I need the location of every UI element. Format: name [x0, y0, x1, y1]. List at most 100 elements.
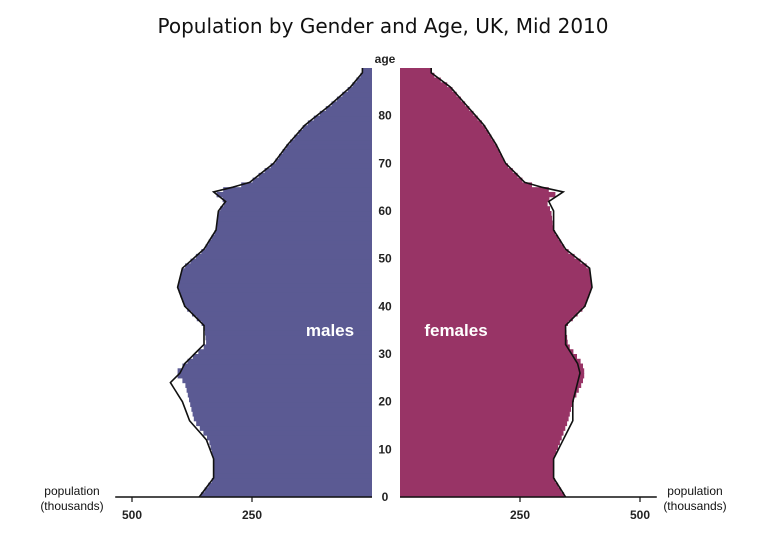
- bar-males-age-0: [201, 492, 372, 498]
- bar-females-age-24: [400, 377, 583, 384]
- bar-males-age-42: [180, 292, 372, 298]
- bar-males-age-20: [189, 396, 372, 403]
- bar-males-age-30: [198, 349, 372, 355]
- bar-females-age-4: [400, 473, 554, 479]
- bar-males-age-1: [204, 487, 372, 493]
- bar-females-age-1: [400, 487, 562, 493]
- bar-females-age-26: [400, 368, 585, 374]
- bar-females-age-51: [400, 249, 569, 255]
- bar-males-age-3: [211, 477, 372, 484]
- bar-males-age-85: [347, 87, 372, 93]
- bar-males-age-88: [360, 72, 372, 79]
- bar-females-age-39: [400, 306, 583, 312]
- age-axis-label: age: [375, 52, 396, 66]
- bar-females-age-28: [400, 358, 581, 365]
- age-tick-30: 30: [378, 347, 392, 361]
- bar-males-age-18: [191, 406, 372, 412]
- bar-females-age-48: [400, 263, 587, 269]
- bar-males-age-10: [210, 444, 372, 450]
- bar-females-age-56: [400, 225, 554, 231]
- x-tick-label-right-250: 250: [510, 508, 530, 522]
- bar-males-age-24: [182, 377, 372, 384]
- bar-males-age-44: [178, 282, 372, 288]
- bar-males-age-52: [205, 244, 372, 250]
- bar-females-age-20: [400, 396, 574, 403]
- bar-females-age-14: [400, 425, 566, 431]
- bar-females-age-41: [400, 296, 588, 303]
- bar-females-age-75: [400, 134, 492, 141]
- bar-males-age-56: [216, 225, 372, 231]
- bar-males-age-48: [185, 263, 372, 269]
- bar-females-age-76: [400, 129, 489, 136]
- bar-males-age-67: [258, 172, 372, 179]
- bar-females-age-40: [400, 301, 586, 307]
- bar-males-age-74: [290, 139, 372, 145]
- bar-females-age-6: [400, 463, 554, 469]
- age-tick-80: 80: [378, 109, 392, 123]
- bar-males-age-63: [216, 191, 372, 198]
- bar-females-age-74: [400, 139, 495, 145]
- x-tick-label-right-500: 500: [630, 508, 650, 522]
- bar-females-age-59: [400, 211, 552, 217]
- bar-males-age-46: [180, 272, 372, 279]
- bar-females-age-60: [400, 206, 550, 212]
- bar-males-age-76: [298, 129, 372, 136]
- bar-females-age-47: [400, 268, 590, 274]
- x-tick-label-left-250: 250: [242, 508, 262, 522]
- bar-females-age-63: [400, 191, 556, 198]
- bar-males-age-70: [275, 158, 372, 164]
- bar-females-age-22: [400, 387, 579, 393]
- bar-males-age-2: [208, 482, 372, 489]
- bar-females-age-82: [400, 101, 466, 107]
- bar-males-age-19: [190, 401, 372, 408]
- bar-males-age-39: [187, 306, 372, 312]
- bar-females-age-2: [400, 482, 559, 489]
- bar-females-age-87: [400, 77, 441, 83]
- bar-females-age-15: [400, 420, 568, 427]
- bar-males-age-83: [336, 96, 372, 102]
- bar-females-age-8: [400, 454, 555, 460]
- bar-females-age-5: [400, 468, 554, 474]
- bar-females-age-36: [400, 320, 568, 326]
- bar-males-age-45: [179, 277, 372, 284]
- bar-males-age-86: [352, 82, 372, 88]
- bar-males-age-16: [193, 415, 372, 422]
- bar-females-age-86: [400, 82, 448, 88]
- bar-females-age-45: [400, 277, 592, 284]
- bar-males-age-8: [213, 454, 372, 460]
- bar-females-age-52: [400, 244, 565, 250]
- bar-males-age-64: [223, 187, 372, 193]
- bar-males-age-22: [186, 387, 372, 393]
- bar-females-age-50: [400, 253, 575, 260]
- bar-females-age-21: [400, 392, 577, 398]
- age-tick-60: 60: [378, 204, 392, 218]
- bar-females-age-18: [400, 406, 571, 412]
- bar-males-age-82: [331, 101, 372, 107]
- bar-males-age-6: [213, 463, 372, 469]
- bar-females-age-9: [400, 449, 557, 455]
- bar-males-age-35: [204, 325, 372, 331]
- age-tick-10: 10: [378, 442, 392, 456]
- bar-females-age-27: [400, 363, 583, 369]
- bar-females-age-11: [400, 439, 560, 446]
- bar-males-age-23: [185, 382, 372, 388]
- bar-females-age-23: [400, 382, 582, 388]
- bar-males-age-77: [302, 125, 372, 131]
- bar-females-age-65: [400, 182, 532, 188]
- bar-males-age-50: [195, 253, 372, 260]
- age-tick-labels: 0 10 20 30 40 50 60 70 80: [378, 109, 392, 504]
- chart-title: Population by Gender and Age, UK, Mid 20…: [158, 14, 609, 38]
- bar-females-age-83: [400, 96, 461, 102]
- bar-females-age-53: [400, 239, 562, 245]
- bar-females-age-42: [400, 292, 590, 298]
- bar-females-age-89: [400, 68, 432, 74]
- bar-males-age-65: [241, 182, 372, 188]
- bar-males-age-34: [204, 330, 372, 336]
- bar-males-age-89: [362, 68, 372, 74]
- bar-females-age-62: [400, 196, 550, 203]
- bar-males-age-68: [264, 168, 372, 174]
- bar-males-age-12: [207, 435, 372, 441]
- bar-males-age-55: [214, 230, 372, 236]
- bar-males-age-29: [192, 354, 372, 360]
- bar-males-age-57: [216, 220, 372, 226]
